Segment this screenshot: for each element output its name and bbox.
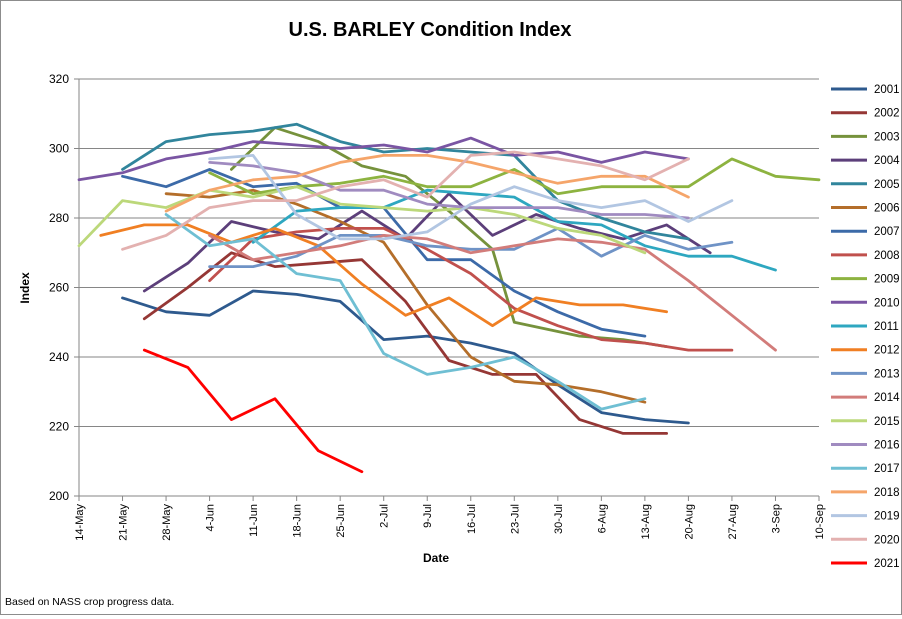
y-tick-label: 200 [49,489,69,503]
legend-item-2021: 2021 [831,558,900,570]
series-line-2002 [142,251,668,435]
x-tick-label: 21-May [118,504,130,541]
legend-label: 2012 [874,345,900,357]
legend-item-2017: 2017 [831,463,900,475]
series-line-2005 [121,122,690,241]
legend-item-2009: 2009 [831,274,900,286]
legend-item-2012: 2012 [831,345,900,357]
series-line-2021 [142,348,364,474]
series-line-2008 [208,226,734,352]
y-tick-label: 280 [49,211,69,225]
x-tick-label: 13-Aug [640,504,652,539]
legend-label: 2014 [874,392,900,404]
x-tick-label: 30-Jul [553,504,565,534]
legend-label: 2007 [874,226,900,238]
x-tick-label: 10-Sep [814,504,826,539]
x-tick-label: 25-Jun [335,504,347,538]
legend-label: 2015 [874,416,900,428]
legend-item-2014: 2014 [831,392,900,404]
legend-label: 2005 [874,179,900,191]
x-tick-label: 27-Aug [727,504,739,539]
x-tick-label: 23-Jul [509,504,521,534]
series-line-2011 [251,188,777,272]
legend-label: 2018 [874,487,900,499]
series-line-2013 [208,226,734,269]
x-tick-label: 6-Aug [596,504,608,533]
legend-label: 2019 [874,511,900,523]
legend-label: 2021 [874,558,900,570]
legend-item-2004: 2004 [831,155,900,167]
legend-label: 2002 [874,108,900,120]
legend-item-2018: 2018 [831,487,900,499]
series-line-2017 [164,213,647,411]
y-tick-label: 300 [49,142,69,156]
series-line-2016 [208,160,690,220]
series-lines [77,122,821,474]
x-tick-label: 9-Jul [422,504,434,528]
legend-item-2016: 2016 [831,440,900,452]
series-line-2010 [77,136,690,182]
x-axis-label: Date [423,551,449,565]
legend-label: 2003 [874,131,900,143]
y-tick-label: 260 [49,281,69,295]
legend-label: 2011 [874,321,899,333]
legend-item-2007: 2007 [831,226,900,238]
x-tick-label: 14-May [74,504,86,541]
series-line-2018 [164,153,690,213]
legend-item-2002: 2002 [831,108,900,120]
legend-item-2019: 2019 [831,511,900,523]
series-line-2012 [99,223,668,328]
series-line-2020 [121,150,690,251]
legend-label: 2016 [874,440,900,452]
legend-label: 2009 [874,274,900,286]
x-tick-label: 2-Jul [379,504,391,528]
series-line-2009 [208,157,821,196]
legend-label: 2008 [874,250,900,262]
legend-item-2011: 2011 [831,321,899,333]
chart-title: U.S. BARLEY Condition Index [288,19,572,41]
x-tick-label: 11-Jun [248,504,260,537]
legend-item-2003: 2003 [831,131,900,143]
axes: Index Date 200 220 240 260 280 300 320 14-May 21… [18,72,826,565]
x-tick-label: 3-Sep [770,504,782,533]
footnote: Based on NASS crop progress data. [5,596,175,608]
legend-label: 2006 [874,203,900,215]
x-tick-label: 28-May [161,504,173,541]
x-tick-label: 16-Jul [466,504,478,534]
legend-item-2005: 2005 [831,179,900,191]
legend-item-2020: 2020 [831,534,900,546]
x-tick-label: 4-Jun [205,504,217,532]
y-tick-label: 220 [49,420,69,434]
series-line-2001 [121,289,690,425]
legend: 2001 2002 2003 2004 2005 2006 2007 2008 2009 2010… [831,84,900,570]
y-axis-label: Index [18,272,32,304]
legend-item-2008: 2008 [831,250,900,262]
legend-label: 2004 [874,155,900,167]
y-tick-label: 240 [49,350,69,364]
legend-label: 2017 [874,463,900,475]
legend-item-2013: 2013 [831,368,900,380]
legend-label: 2010 [874,297,900,309]
series-line-2015 [77,185,647,255]
legend-item-2010: 2010 [831,297,900,309]
x-tick-label: 18-Jun [292,504,304,538]
series-line-2019 [208,153,734,241]
legend-label: 2001 [874,84,900,96]
x-tick-label: 20-Aug [683,504,695,539]
legend-item-2001: 2001 [831,84,900,96]
legend-label: 2013 [874,368,900,380]
legend-item-2015: 2015 [831,416,900,428]
y-tick-label: 320 [49,72,69,86]
series-line-2004 [142,192,712,293]
series-line-2014 [208,233,777,352]
legend-item-2006: 2006 [831,203,900,215]
legend-label: 2020 [874,534,900,546]
